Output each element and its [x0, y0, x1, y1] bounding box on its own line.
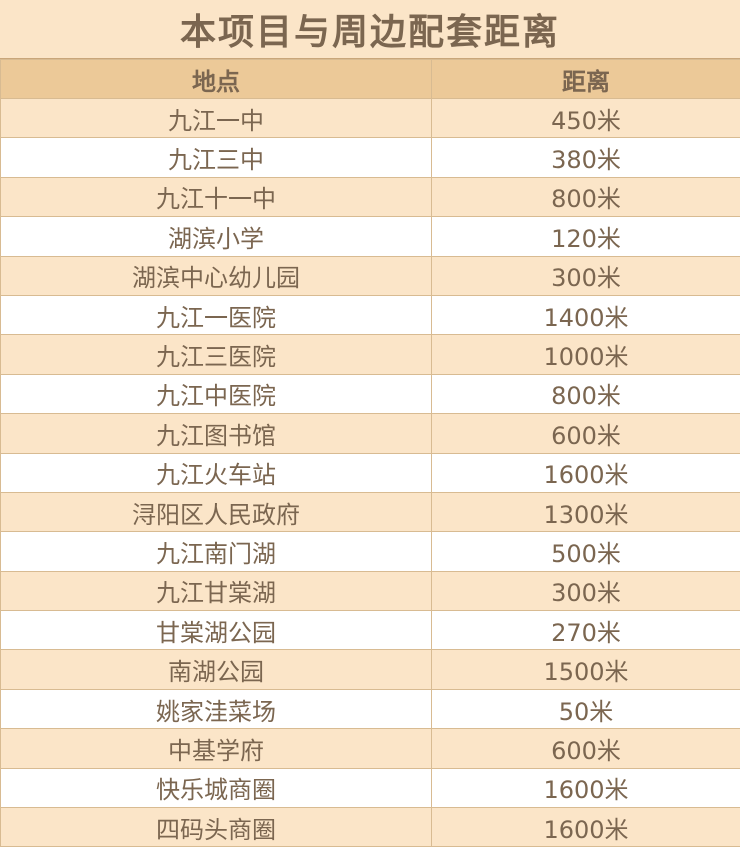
distance-cell: 800米	[431, 373, 740, 415]
table-row: 九江南门湖 500米	[0, 531, 740, 572]
place-cell: 九江图书馆	[0, 413, 432, 454]
table-row: 四码头商圈 1600米	[0, 807, 740, 847]
page-title: 本项目与周边配套距离	[0, 0, 740, 59]
place-cell: 湖滨中心幼儿园	[0, 255, 432, 296]
distance-cell: 1400米	[431, 294, 740, 336]
place-cell: 九江三中	[0, 137, 432, 178]
place-cell: 快乐城商圈	[0, 767, 432, 809]
header-distance: 距离	[431, 59, 740, 99]
distance-cell: 1600米	[431, 452, 740, 493]
distance-cell: 800米	[431, 176, 740, 218]
distance-cell: 1500米	[431, 649, 740, 690]
distance-cell: 450米	[431, 97, 740, 139]
distance-cell: 300米	[431, 570, 740, 612]
place-cell: 九江南门湖	[0, 531, 432, 572]
header-row: 地点 距离	[0, 59, 740, 99]
table-row: 南湖公园 1500米	[0, 649, 740, 690]
table-row: 中基学府 600米	[0, 728, 740, 769]
table-row: 甘棠湖公园 270米	[0, 610, 740, 651]
distance-cell: 500米	[431, 531, 740, 572]
table-row: 姚家洼菜场 50米	[0, 688, 740, 730]
distance-cell: 120米	[431, 216, 740, 257]
distance-cell: 300米	[431, 255, 740, 296]
table-row: 九江火车站 1600米	[0, 452, 740, 493]
distance-cell: 50米	[431, 688, 740, 730]
distance-cell: 270米	[431, 610, 740, 651]
distance-cell: 1000米	[431, 334, 740, 375]
table-row: 浔阳区人民政府 1300米	[0, 491, 740, 533]
table-row: 快乐城商圈 1600米	[0, 767, 740, 809]
distance-cell: 380米	[431, 137, 740, 178]
table-row: 九江三医院 1000米	[0, 334, 740, 375]
place-cell: 南湖公园	[0, 649, 432, 690]
distance-cell: 600米	[431, 413, 740, 454]
distance-cell: 1600米	[431, 807, 740, 847]
place-cell: 四码头商圈	[0, 807, 432, 847]
place-cell: 中基学府	[0, 728, 432, 769]
place-cell: 九江三医院	[0, 334, 432, 375]
place-cell: 浔阳区人民政府	[0, 491, 432, 533]
place-cell: 湖滨小学	[0, 216, 432, 257]
table-row: 九江一医院 1400米	[0, 294, 740, 336]
place-cell: 九江一医院	[0, 294, 432, 336]
table-row: 九江十一中 800米	[0, 176, 740, 218]
table-row: 九江一中 450米	[0, 97, 740, 139]
table-row: 九江三中 380米	[0, 137, 740, 178]
place-cell: 九江一中	[0, 97, 432, 139]
table-row: 湖滨小学 120米	[0, 216, 740, 257]
distance-table: 地点 距离 九江一中 450米 九江三中 380米 九江十一中 800米 湖滨小学 120米湖…	[0, 59, 740, 847]
place-cell: 九江甘棠湖	[0, 570, 432, 612]
table-row: 九江图书馆 600米	[0, 413, 740, 454]
table-row: 九江中医院 800米	[0, 373, 740, 415]
distance-cell: 1300米	[431, 491, 740, 533]
table-row: 湖滨中心幼儿园 300米	[0, 255, 740, 296]
place-cell: 九江十一中	[0, 176, 432, 218]
distance-cell: 1600米	[431, 767, 740, 809]
place-cell: 九江中医院	[0, 373, 432, 415]
place-cell: 九江火车站	[0, 452, 432, 493]
place-cell: 姚家洼菜场	[0, 688, 432, 730]
header-place: 地点	[0, 59, 432, 99]
table-row: 九江甘棠湖 300米	[0, 570, 740, 612]
place-cell: 甘棠湖公园	[0, 610, 432, 651]
distance-cell: 600米	[431, 728, 740, 769]
